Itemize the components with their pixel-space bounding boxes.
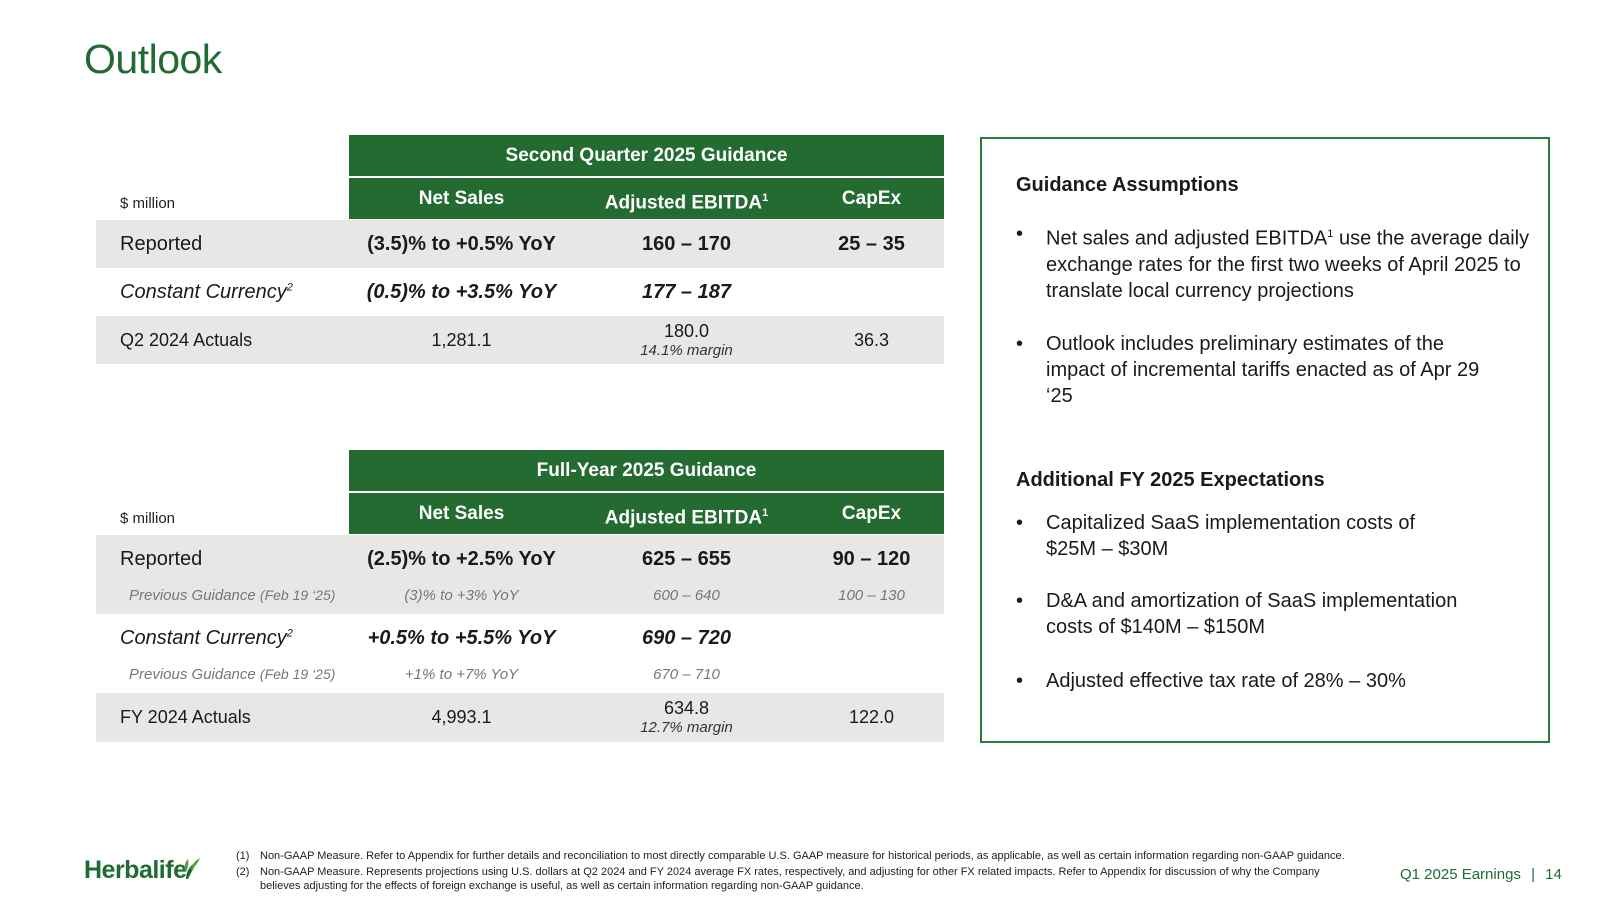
capex-value: 36.3 — [853, 330, 890, 350]
net-sales-value: (2.5)% to +2.5% YoY — [367, 548, 556, 570]
assumptions-heading: Guidance Assumptions — [1016, 174, 1239, 196]
q2-row-constant-currency: Constant Currency2 (0.5)% to +3.5% YoY 1… — [96, 268, 944, 316]
col-capex: CapEx — [841, 503, 902, 524]
page-number: 14 — [1545, 866, 1562, 883]
page-title: Outlook — [84, 36, 222, 82]
footnote: (1) Non-GAAP Measure. Refer to Appendix f… — [236, 850, 1345, 862]
capex-value: 122.0 — [848, 707, 895, 727]
row-label: Reported — [120, 548, 203, 570]
ebitda-value: 690 – 720 — [642, 627, 731, 649]
capex-value: 90 – 120 — [832, 548, 911, 570]
ebitda-value: 634.8 12.7% margin — [640, 698, 733, 736]
ebitda-value: 180.0 14.1% margin — [640, 321, 733, 359]
row-label: Q2 2024 Actuals — [120, 330, 253, 350]
herbalife-logo: Herbalife — [84, 856, 187, 884]
previous-net-sales: (3)% to +3% YoY — [404, 587, 519, 604]
fy-unit-label: $ million — [120, 510, 176, 527]
footnotes: (1) Non-GAAP Measure. Refer to Appendix f… — [236, 849, 1346, 895]
fy-row-constant-currency: Constant Currency2 +0.5% to +5.5% YoY 69… — [96, 614, 944, 693]
guidance-assumptions-box: Guidance Assumptions • Net sales and adj… — [980, 137, 1550, 743]
net-sales-value: (0.5)% to +3.5% YoY — [366, 281, 557, 303]
row-label: FY 2024 Actuals — [120, 707, 251, 727]
fy-row-reported: Reported (2.5)% to +2.5% YoY 625 – 655 9… — [96, 535, 944, 614]
previous-guidance-label: Previous Guidance (Feb 19 ‘25) — [129, 666, 336, 683]
col-adjusted-ebitda: Adjusted EBITDA1 — [604, 507, 769, 529]
ebitda-value: 160 – 170 — [642, 233, 731, 255]
previous-ebitda: 600 – 640 — [653, 587, 720, 604]
ebitda-value: 177 – 187 — [642, 281, 731, 303]
leaf-logo-icon — [184, 858, 200, 879]
previous-guidance-label: Previous Guidance (Feb 19 ‘25) — [129, 587, 336, 604]
col-net-sales: Net Sales — [418, 188, 505, 209]
q2-row-actuals: Q2 2024 Actuals 1,281.1 180.0 14.1% margi… — [96, 316, 944, 364]
net-sales-value: 4,993.1 — [431, 707, 492, 727]
previous-ebitda: 670 – 710 — [653, 666, 720, 683]
fy-guidance-table: Full-Year 2025 Guidance Net Sales Adjust… — [96, 450, 944, 742]
fy-table-header: Full-Year 2025 Guidance — [349, 450, 944, 491]
q2-row-reported: Reported (3.5)% to +0.5% YoY 160 – 170 2… — [96, 220, 944, 268]
additional-expectations-heading: Additional FY 2025 Expectations — [1016, 469, 1325, 491]
net-sales-value: 1,281.1 — [431, 330, 492, 350]
earnings-label: Q1 2025 Earnings — [1400, 866, 1521, 883]
net-sales-value: (3.5)% to +0.5% YoY — [367, 233, 556, 255]
q2-guidance-table: Second Quarter 2025 Guidance Net Sales A… — [96, 135, 944, 365]
q2-table-header: Second Quarter 2025 Guidance — [349, 135, 944, 176]
row-label: Constant Currency2 — [120, 281, 293, 303]
footer-label: Q1 2025 Earnings | 14 — [1400, 866, 1562, 883]
ebitda-value: 625 – 655 — [642, 548, 731, 570]
row-label: Reported — [120, 233, 203, 255]
q2-unit-label: $ million — [120, 195, 176, 212]
fy-row-actuals: FY 2024 Actuals 4,993.1 634.8 12.7% margi… — [96, 693, 944, 742]
col-net-sales: Net Sales — [418, 503, 505, 524]
capex-value: 25 – 35 — [838, 233, 905, 255]
row-label: Constant Currency2 — [120, 627, 293, 649]
footnote: (2) Non-GAAP Measure. Represents projecti… — [236, 866, 1320, 892]
col-adjusted-ebitda: Adjusted EBITDA1 — [604, 192, 769, 214]
footer-separator: | — [1531, 866, 1535, 883]
q2-column-headers: Net Sales Adjusted EBITDA1 CapEx — [349, 178, 944, 219]
previous-capex: 100 – 130 — [838, 587, 905, 604]
previous-net-sales: +1% to +7% YoY — [404, 666, 519, 683]
col-capex: CapEx — [841, 188, 902, 209]
net-sales-value: +0.5% to +5.5% YoY — [367, 627, 556, 649]
fy-column-headers: Net Sales Adjusted EBITDA1 CapEx — [349, 493, 944, 534]
